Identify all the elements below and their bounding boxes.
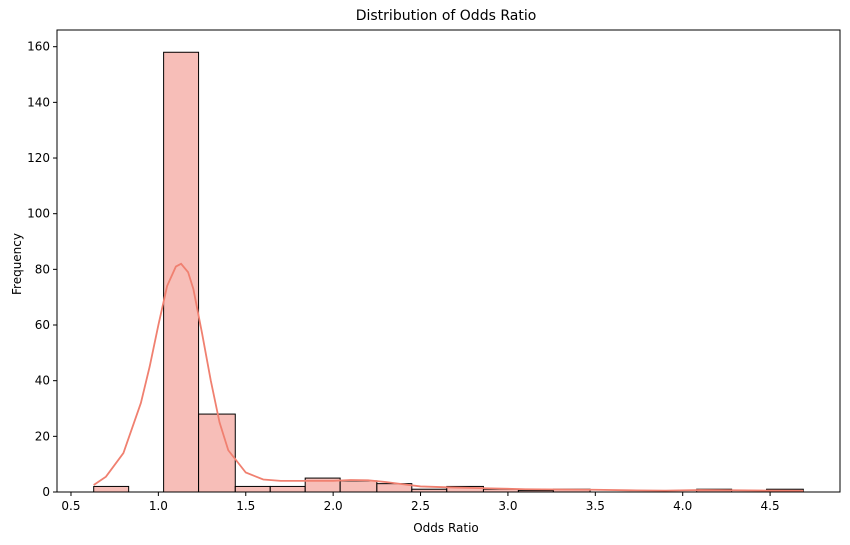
histogram-bar: [339, 480, 378, 493]
histogram-bar: [163, 51, 200, 493]
y-tick-label: 160: [27, 40, 50, 54]
y-tick-label: 20: [35, 429, 50, 443]
chart-title: Distribution of Odds Ratio: [356, 8, 537, 24]
y-tick-label: 120: [27, 151, 50, 165]
y-axis-label: Frequency: [10, 233, 24, 295]
y-tick-label: 40: [35, 374, 50, 388]
x-tick-label: 3.5: [586, 499, 605, 513]
x-tick-label: 1.5: [236, 499, 255, 513]
bars-group: [93, 51, 804, 493]
x-tick-label: 2.5: [411, 499, 430, 513]
y-tick-label: 80: [35, 262, 50, 276]
y-tick-label: 100: [27, 207, 50, 221]
x-tick-label: 4.5: [761, 499, 780, 513]
x-axis-label: Odds Ratio: [413, 521, 479, 535]
x-tick-label: 2.0: [324, 499, 343, 513]
x-tick-label: 0.5: [61, 499, 80, 513]
histogram-bar: [198, 413, 236, 493]
histogram-bar: [93, 485, 130, 493]
y-tick-label: 140: [27, 95, 50, 109]
x-axis-ticks: 0.5 1.0 1.5 2.0 2.5 3.0 3.5 4.0 4.5: [61, 492, 780, 513]
x-tick-label: 1.0: [149, 499, 168, 513]
kde-curve: [93, 262, 804, 492]
y-tick-label: 0: [42, 485, 50, 499]
plot-frame: [56, 29, 841, 493]
y-tick-label: 60: [35, 318, 50, 332]
x-tick-label: 3.0: [498, 499, 517, 513]
x-tick-label: 4.0: [673, 499, 692, 513]
y-axis-ticks: 0 20 40 60 80 100 120 140 160: [27, 40, 57, 499]
histogram-bar: [269, 485, 306, 493]
histogram-bar: [234, 485, 271, 493]
